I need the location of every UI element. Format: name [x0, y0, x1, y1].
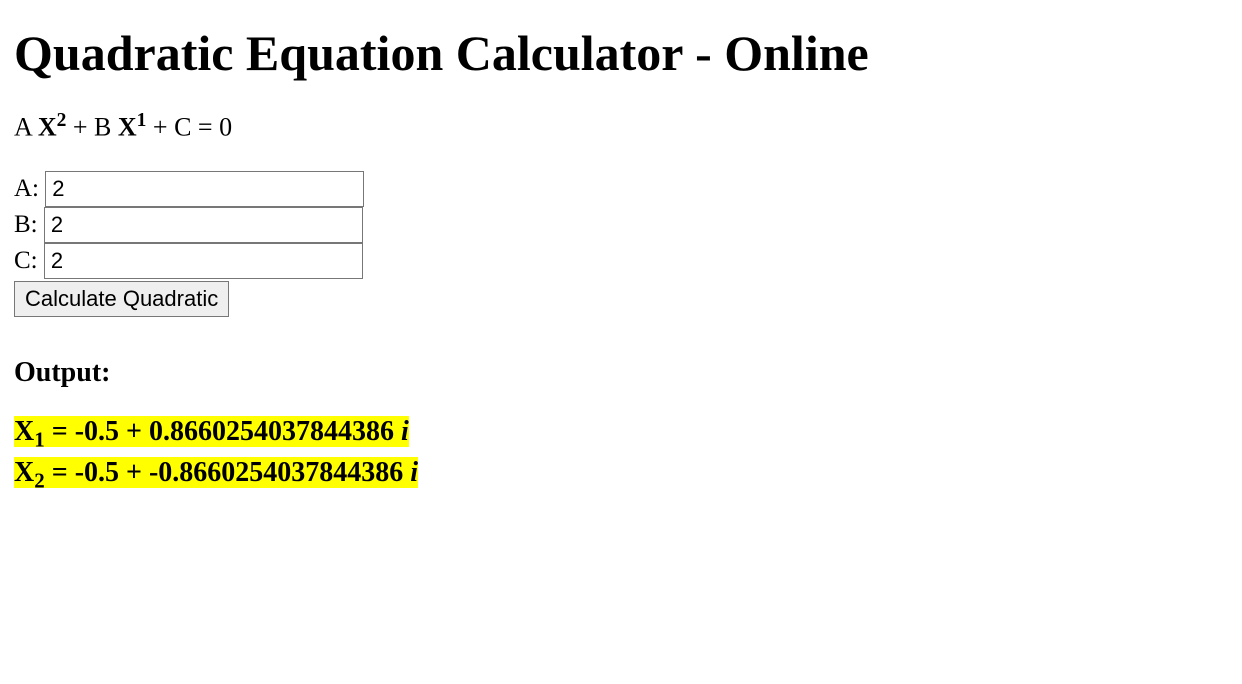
equation-exp2: 2 [57, 110, 67, 131]
equation-x2: X [118, 113, 137, 142]
root2-i: i [410, 457, 418, 488]
input-b[interactable] [44, 207, 363, 243]
root1-sub: 1 [34, 428, 45, 452]
root1-i: i [401, 416, 409, 447]
root1-xvar: X [14, 416, 34, 447]
root2-sub: 2 [34, 469, 45, 493]
equation-plus-b: + B [66, 113, 118, 142]
calculate-button[interactable]: Calculate Quadratic [14, 281, 229, 317]
output-heading: Output: [14, 357, 1228, 389]
equation-plus-c: + C = 0 [146, 113, 232, 142]
equation-term-a: A [14, 113, 38, 142]
root2-value: = -0.5 + -0.8660254037844386 [45, 457, 411, 488]
root1-value: = -0.5 + 0.8660254037844386 [45, 416, 401, 447]
label-a: A: [14, 175, 45, 202]
page-title: Quadratic Equation Calculator - Online [14, 24, 1228, 82]
root2-xvar: X [14, 457, 34, 488]
root-2: X2 = -0.5 + -0.8660254037844386 i [14, 454, 1228, 495]
root-1: X1 = -0.5 + 0.8660254037844386 i [14, 413, 1228, 454]
label-b: B: [14, 211, 44, 238]
equation-exp1: 1 [137, 110, 147, 131]
input-c[interactable] [44, 243, 363, 279]
label-c: C: [14, 247, 44, 274]
input-a[interactable] [45, 171, 364, 207]
equation-x1: X [38, 113, 57, 142]
equation-display: A X2 + B X1 + C = 0 [14, 110, 1228, 143]
